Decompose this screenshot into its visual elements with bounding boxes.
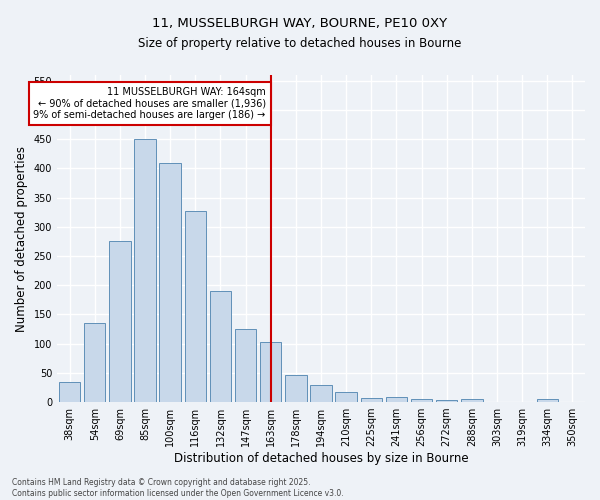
Bar	[386, 397, 407, 402]
Bar	[285, 375, 307, 402]
Text: Size of property relative to detached houses in Bourne: Size of property relative to detached ho…	[139, 38, 461, 51]
Bar	[134, 139, 156, 402]
Bar	[411, 399, 432, 402]
Text: Contains HM Land Registry data © Crown copyright and database right 2025.
Contai: Contains HM Land Registry data © Crown c…	[12, 478, 344, 498]
Text: 11, MUSSELBURGH WAY, BOURNE, PE10 0XY: 11, MUSSELBURGH WAY, BOURNE, PE10 0XY	[152, 18, 448, 30]
Bar	[235, 329, 256, 402]
Y-axis label: Number of detached properties: Number of detached properties	[15, 146, 28, 332]
Bar	[260, 342, 281, 402]
Bar	[536, 398, 558, 402]
Bar	[210, 291, 231, 402]
Bar	[84, 322, 106, 402]
Bar	[436, 400, 457, 402]
X-axis label: Distribution of detached houses by size in Bourne: Distribution of detached houses by size …	[174, 452, 469, 465]
Bar	[59, 382, 80, 402]
Text: 11 MUSSELBURGH WAY: 164sqm
← 90% of detached houses are smaller (1,936)
9% of se: 11 MUSSELBURGH WAY: 164sqm ← 90% of deta…	[34, 86, 266, 120]
Bar	[109, 241, 131, 402]
Bar	[160, 162, 181, 402]
Bar	[361, 398, 382, 402]
Bar	[185, 211, 206, 402]
Bar	[310, 384, 332, 402]
Bar	[335, 392, 357, 402]
Bar	[461, 398, 482, 402]
